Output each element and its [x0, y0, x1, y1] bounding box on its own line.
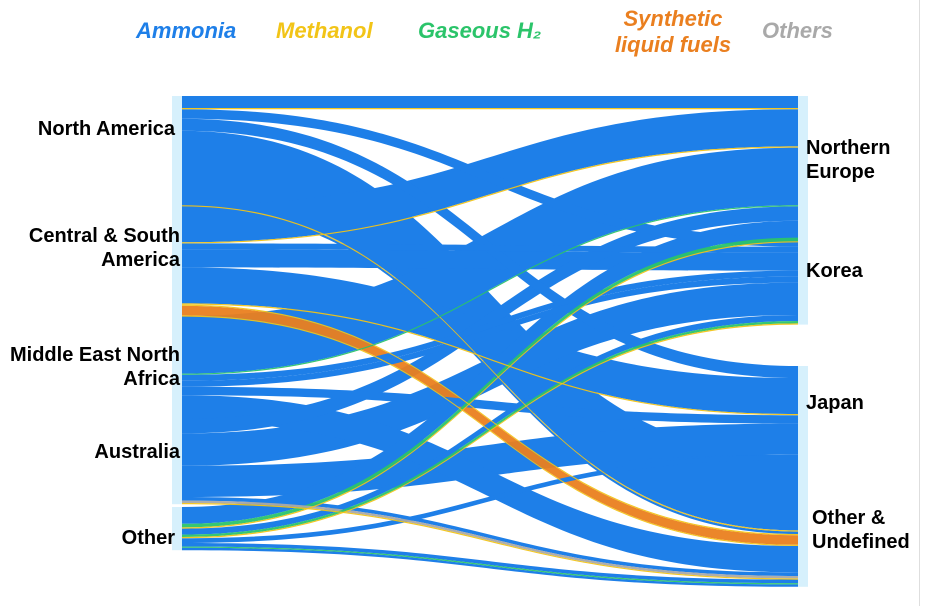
- sankey-flows: [182, 96, 798, 587]
- source-node-other: [172, 507, 182, 551]
- flow-na-to-oth-ammonia: [182, 206, 798, 534]
- flow-other-to-kor-ammonia: [182, 315, 798, 535]
- source-node-csa: [172, 205, 182, 317]
- target-label-japan: Japan: [806, 392, 864, 414]
- source-label-north-america: North America: [37, 118, 175, 140]
- target-node-oth: [798, 456, 808, 587]
- flow-aus-to-oth-others: [182, 500, 798, 579]
- source-node-mena: [172, 316, 182, 422]
- flow-other-to-neu-ammonia: [182, 220, 798, 524]
- legend-ammonia: Ammonia: [136, 18, 237, 43]
- flow-other-to-neu-methanol: [182, 241, 798, 529]
- source-node-na: [172, 96, 182, 209]
- target-node-kor: [798, 237, 808, 325]
- right-divider: [919, 0, 920, 606]
- flow-mena-to-kor-ammonia: [182, 276, 798, 387]
- source-label-central-south-america: Central & South America: [28, 225, 180, 271]
- flow-other-to-oth-ammonia: [182, 547, 798, 587]
- flow-mena-to-neu-h2: [182, 205, 798, 375]
- source-label-australia: Australia: [94, 441, 180, 463]
- legend-synthetic-liquid-fuels: Synthetic liquid fuels: [614, 6, 732, 57]
- flow-mena-to-oth-ammonia: [182, 395, 798, 573]
- target-node-jpn: [798, 366, 808, 460]
- flow-other-to-kor-methanol: [182, 323, 798, 539]
- flow-csa-to-kor-ammonia: [182, 243, 798, 253]
- legend-others: Others: [762, 18, 833, 43]
- flow-mena-to-jpn-ammonia: [182, 386, 798, 424]
- flow-mena-to-kor-ammonia: [182, 270, 798, 381]
- flow-other-to-kor-h2: [182, 321, 798, 537]
- source-node-aus: [172, 419, 182, 505]
- source-label-other: Other: [121, 527, 175, 549]
- flow-aus-to-neu-ammonia: [182, 206, 798, 434]
- flow-other-to-neu-h2: [182, 237, 798, 528]
- target-label-northern-europe: Northern Europe: [806, 137, 891, 183]
- flow-na-to-neu-ammonia: [182, 96, 798, 108]
- target-label-other-undefined: Other & Undefined: [812, 507, 910, 553]
- flow-na-to-neu-methanol: [182, 108, 798, 110]
- legend-methanol: Methanol: [276, 18, 373, 43]
- flow-csa-to-jpn-ammonia: [182, 267, 798, 414]
- target-node-neu: [798, 96, 808, 243]
- flow-other-to-oth-h2: [182, 546, 798, 585]
- flow-other-to-oth-ammonia: [182, 543, 798, 584]
- source-label-middle-east-north-africa: Middle East North Africa: [9, 344, 180, 390]
- flow-na-to-kor-ammonia: [182, 109, 798, 247]
- flow-aus-to-oth-ammonia: [182, 497, 798, 576]
- target-label-korea: Korea: [806, 260, 863, 282]
- flow-aus-to-oth-methanol: [182, 503, 798, 580]
- flow-na-to-oth-methanol: [182, 205, 798, 532]
- flow-other-to-jpn-ammonia: [182, 454, 798, 543]
- flow-csa-to-oth-methanol: [182, 304, 798, 536]
- sankey-nodes: [172, 96, 808, 587]
- flow-csa-to-neu-methanol: [182, 146, 798, 244]
- legend-gaseous-h2: Gaseous H₂: [418, 18, 542, 43]
- flow-csa-to-jpn-methanol: [182, 303, 798, 416]
